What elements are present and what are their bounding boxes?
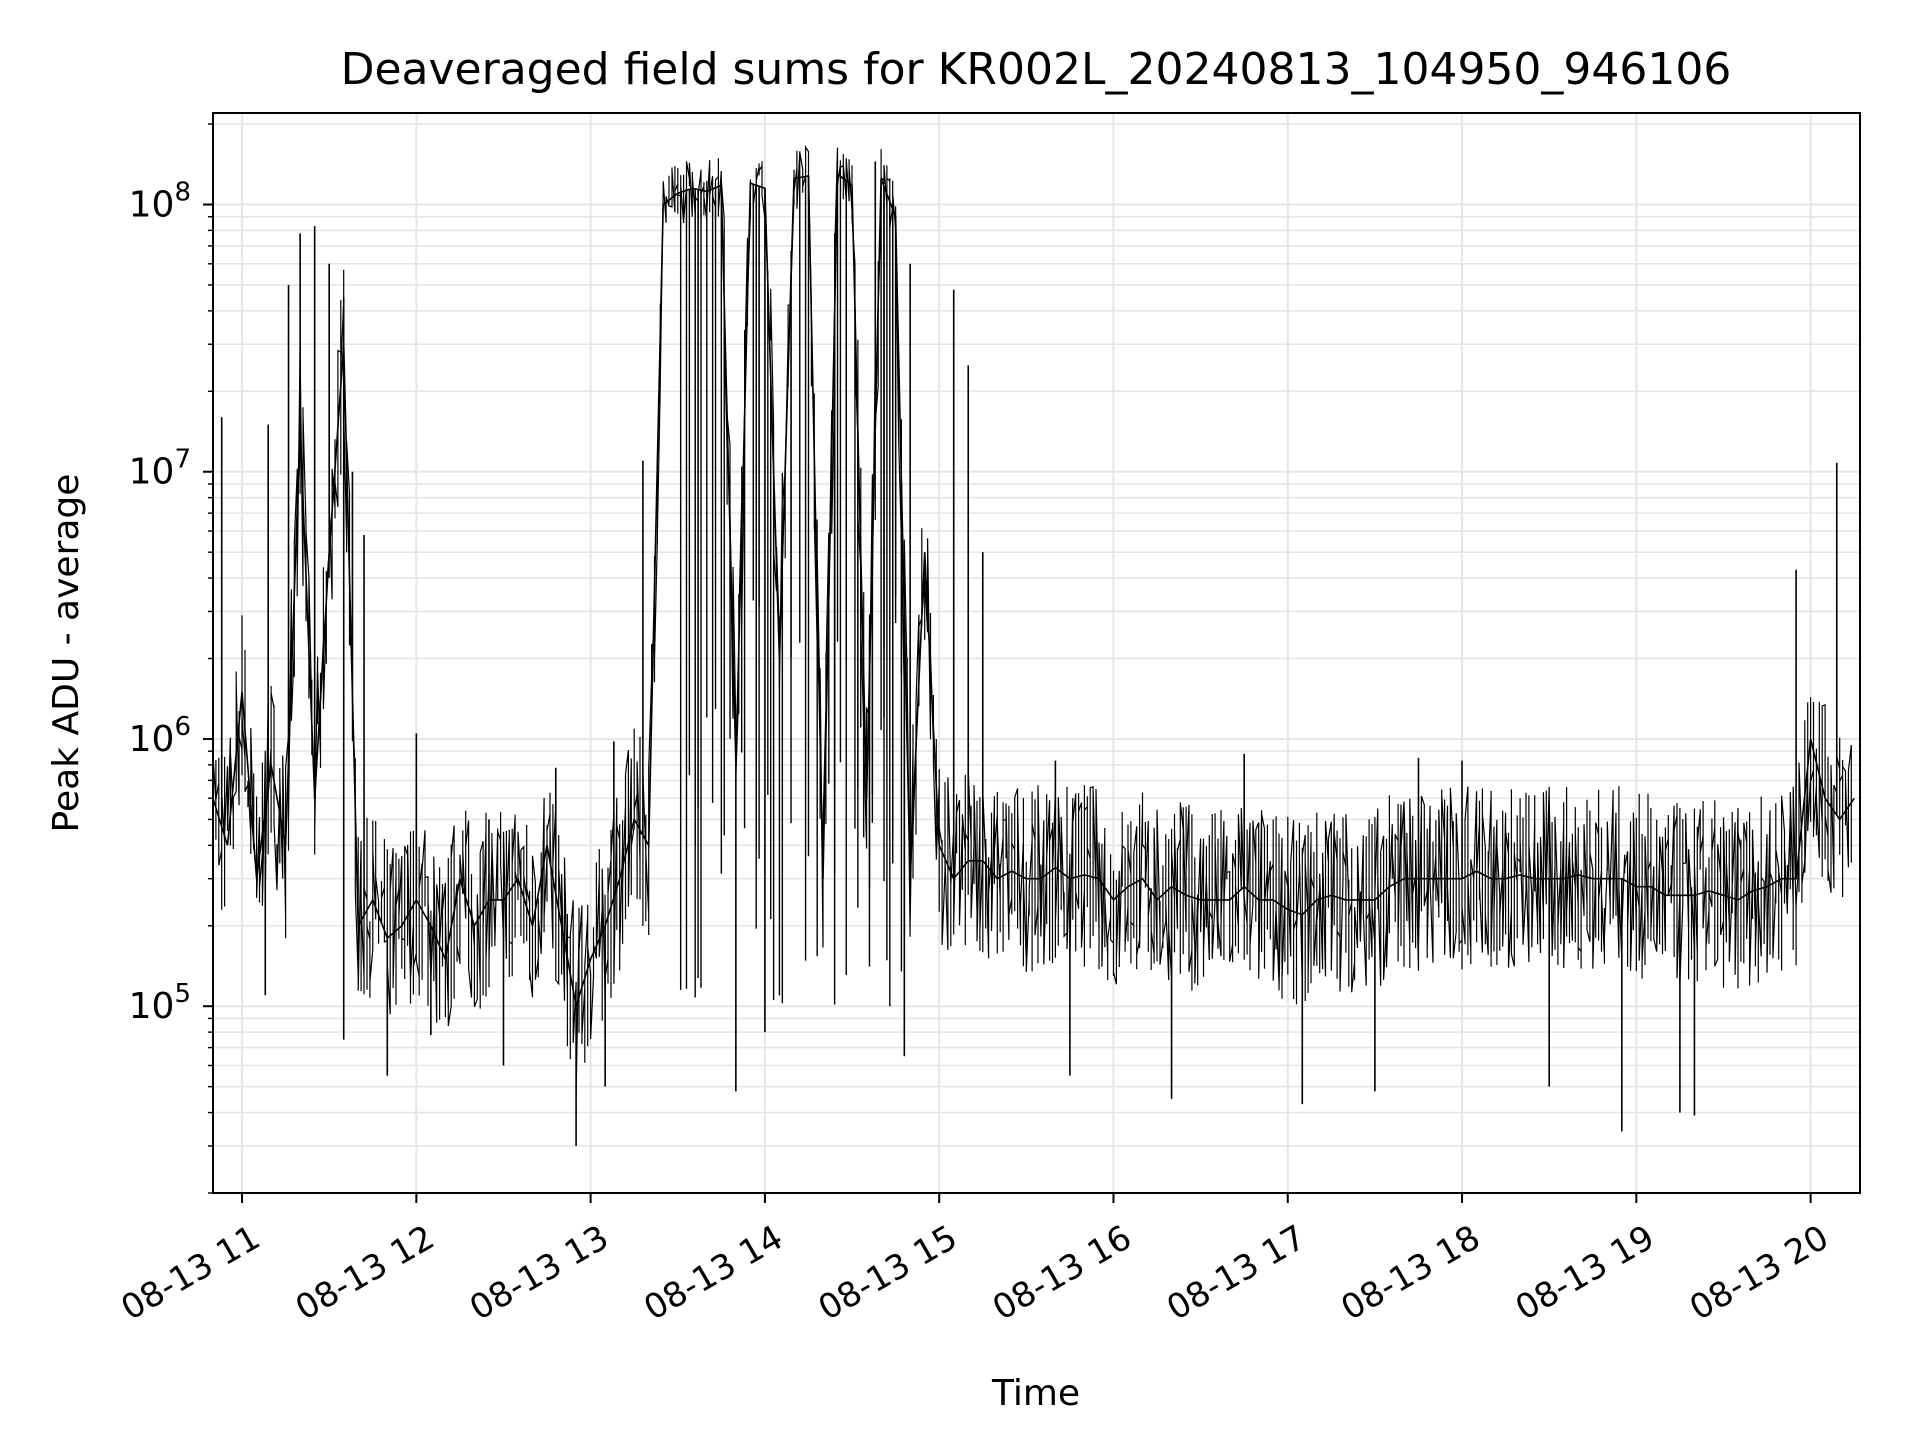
y-tick-label: 107 [129, 445, 191, 493]
x-axis-label: Time [991, 1373, 1080, 1414]
plot-frame [212, 112, 1861, 1194]
y-tick-label: 106 [129, 712, 191, 760]
plot-layer [212, 144, 1855, 1146]
y-tick-label: 108 [129, 178, 191, 226]
y-tick-label: 105 [129, 979, 191, 1027]
y-axis-label: Peak ADU - average [46, 474, 87, 833]
chart-title: Deaveraged field sums for KR002L_2024081… [341, 44, 1732, 95]
series-noise [212, 144, 1852, 1096]
